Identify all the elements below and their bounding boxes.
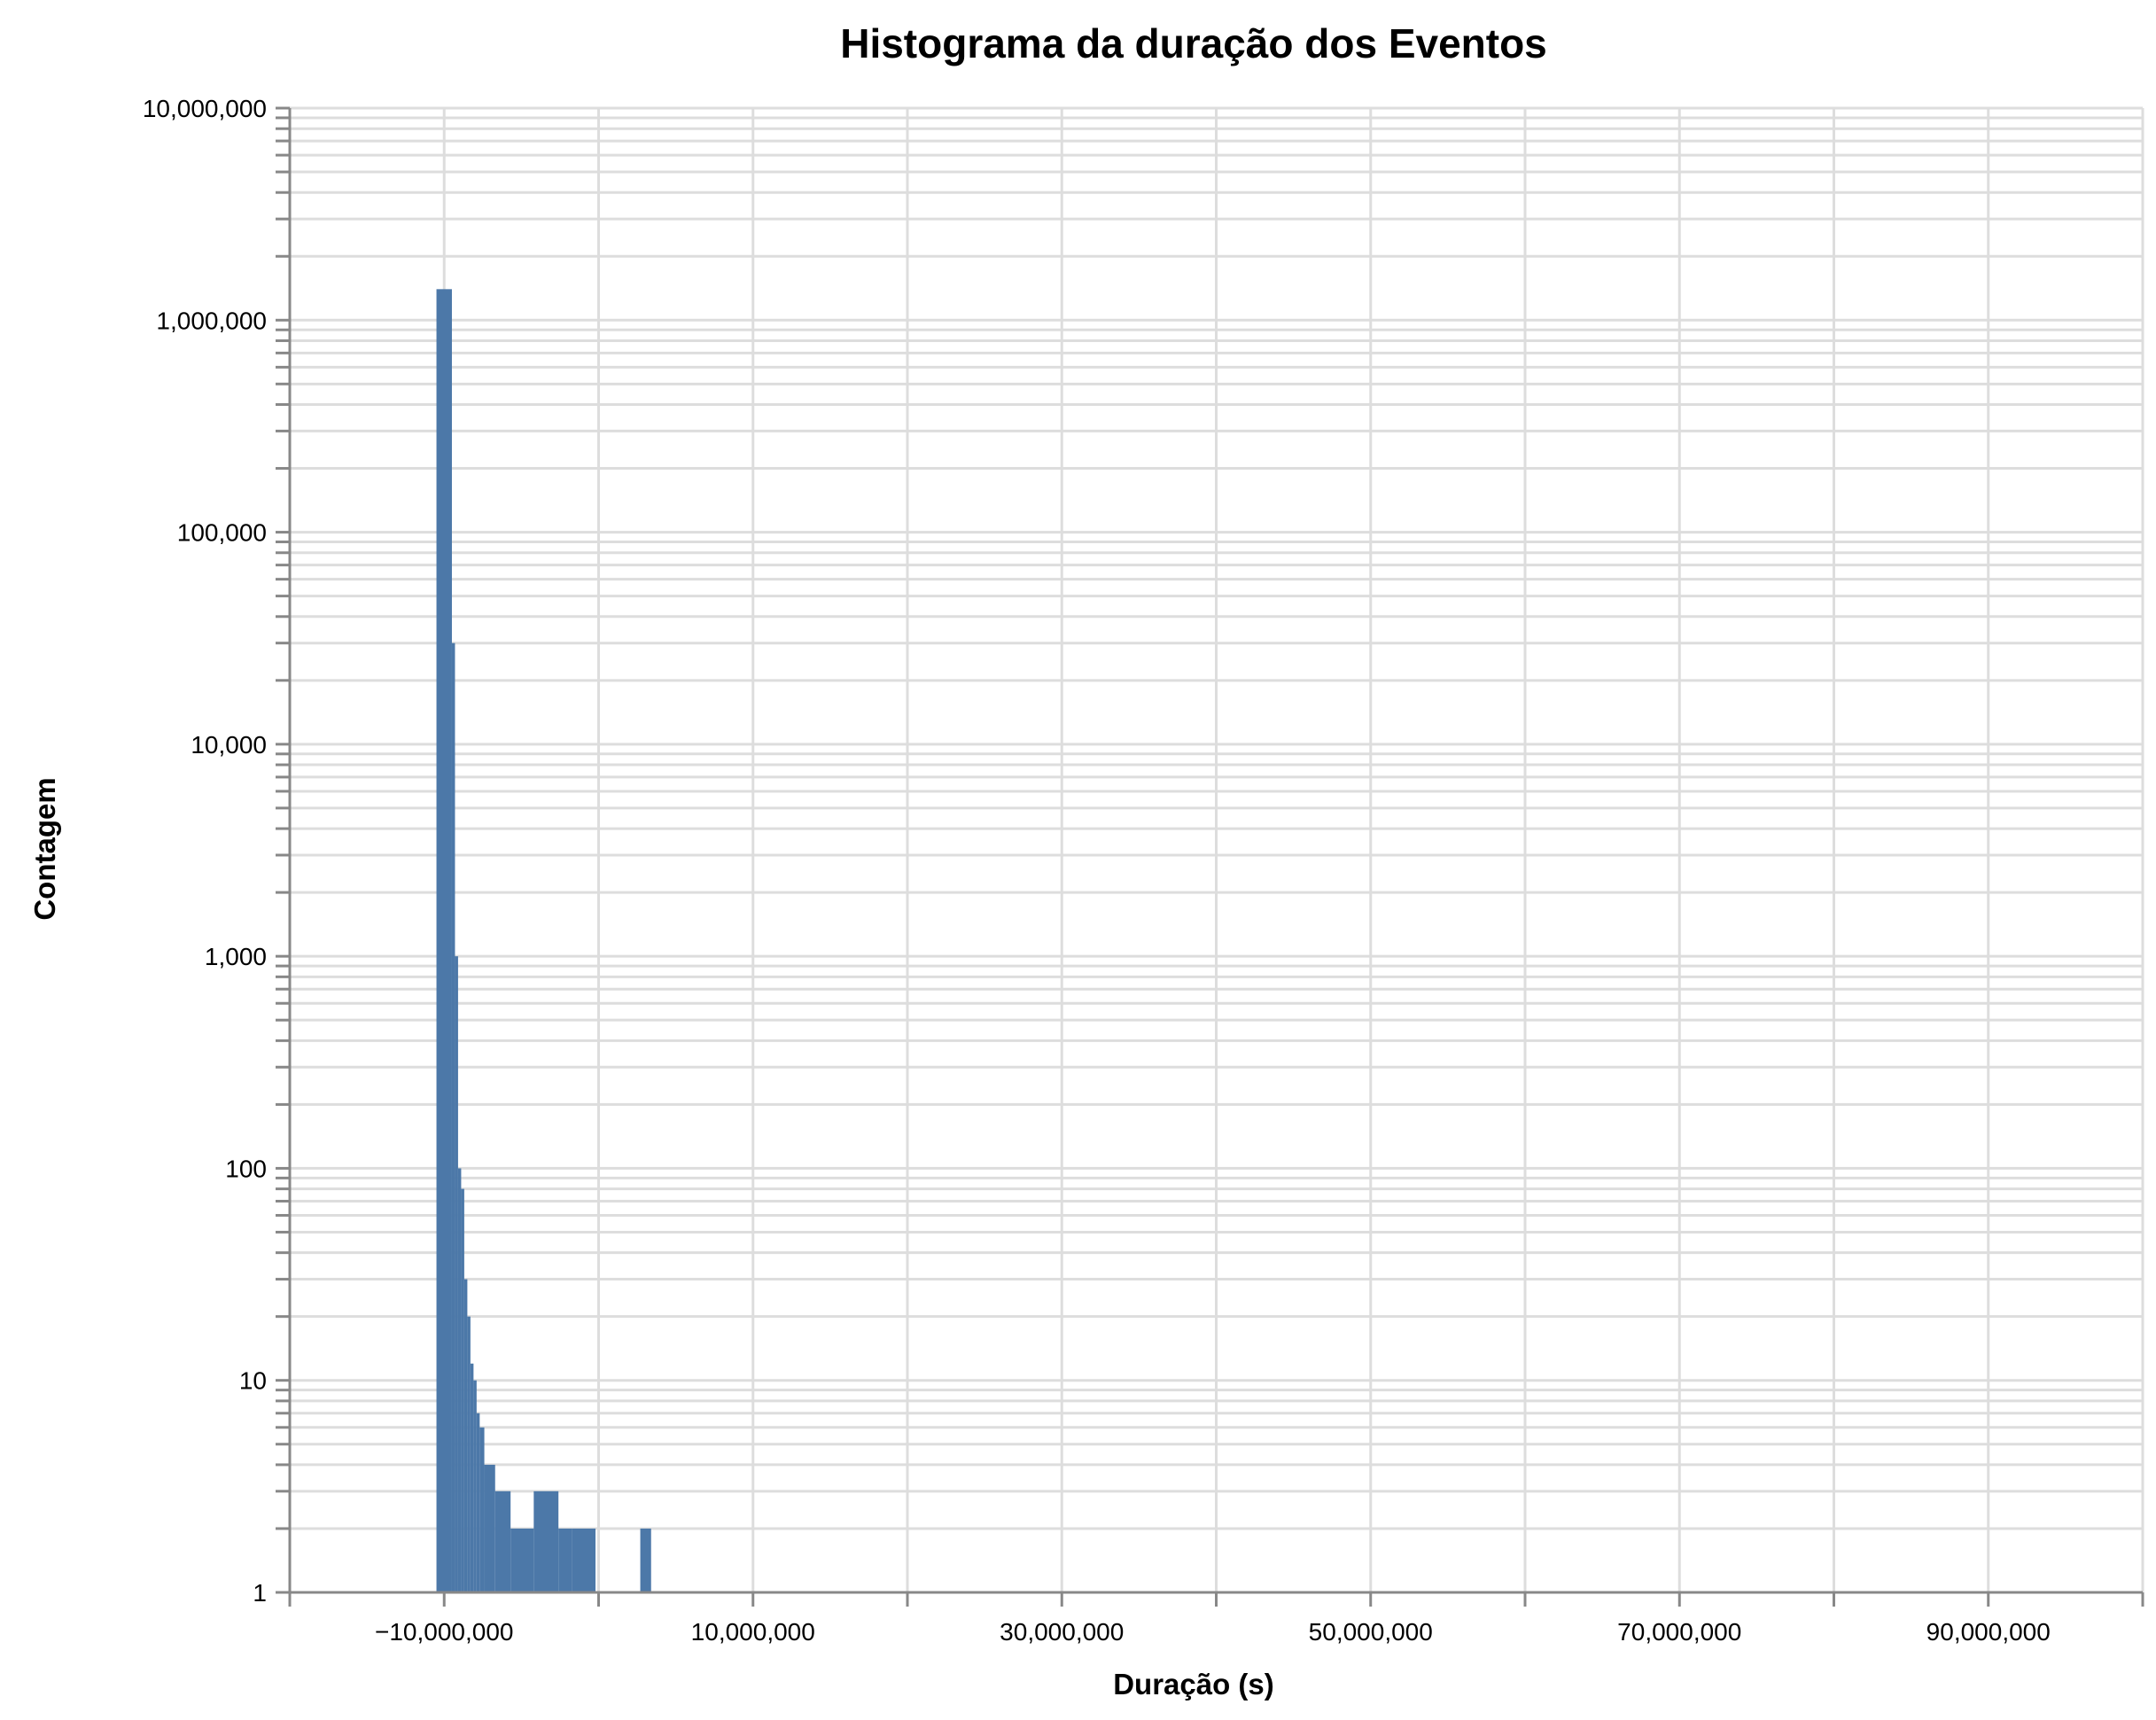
- histogram-bar: [494, 1490, 511, 1592]
- x-tick-label: 70,000,000: [1617, 1618, 1741, 1646]
- histogram-bar: [455, 956, 458, 1592]
- histogram-bar: [461, 1188, 464, 1592]
- histogram-bar: [467, 1316, 471, 1592]
- histogram-bar: [510, 1528, 534, 1592]
- histogram-bar: [572, 1528, 596, 1592]
- y-tick-label: 1,000: [205, 943, 267, 970]
- chart-title: Histograma da duração dos Eventos: [840, 20, 1547, 66]
- histogram-bar: [451, 642, 455, 1592]
- y-tick-label: 100,000: [177, 519, 267, 547]
- x-tick-label: 30,000,000: [1000, 1618, 1124, 1646]
- histogram-bar: [476, 1413, 480, 1592]
- histogram-bar: [484, 1464, 495, 1592]
- tick-labels: −10,000,000 10,000,000 30,000,000 50,000,00…: [143, 95, 2051, 1646]
- histogram-bar: [640, 1528, 651, 1592]
- y-tick-label: 10: [239, 1367, 267, 1395]
- histogram-bar: [436, 289, 452, 1593]
- y-axis-title: Contagem: [28, 777, 61, 920]
- histogram-bar: [473, 1380, 477, 1592]
- x-tick-label: 50,000,000: [1309, 1618, 1433, 1646]
- y-tick-label: 1,000,000: [156, 307, 267, 334]
- histogram-bars: [436, 289, 651, 1593]
- histogram-bar: [533, 1490, 559, 1592]
- y-tick-label: 100: [225, 1155, 267, 1182]
- y-tick-label: 1: [253, 1579, 267, 1607]
- histogram-bar: [558, 1528, 572, 1592]
- y-tick-label: 10,000,000: [143, 95, 267, 122]
- x-tick-label: −10,000,000: [375, 1618, 514, 1646]
- histogram-bar: [479, 1427, 485, 1592]
- x-tick-label: 10,000,000: [691, 1618, 815, 1646]
- histogram-bar: [463, 1279, 468, 1592]
- histogram-bar: [470, 1363, 474, 1592]
- grid-lines: [288, 106, 2144, 1594]
- y-tick-label: 10,000: [191, 731, 267, 759]
- x-tick-label: 90,000,000: [1926, 1618, 2051, 1646]
- x-axis-title: Duração (s): [1113, 1668, 1274, 1701]
- axes: [276, 106, 2144, 1607]
- histogram-bar: [457, 1168, 462, 1592]
